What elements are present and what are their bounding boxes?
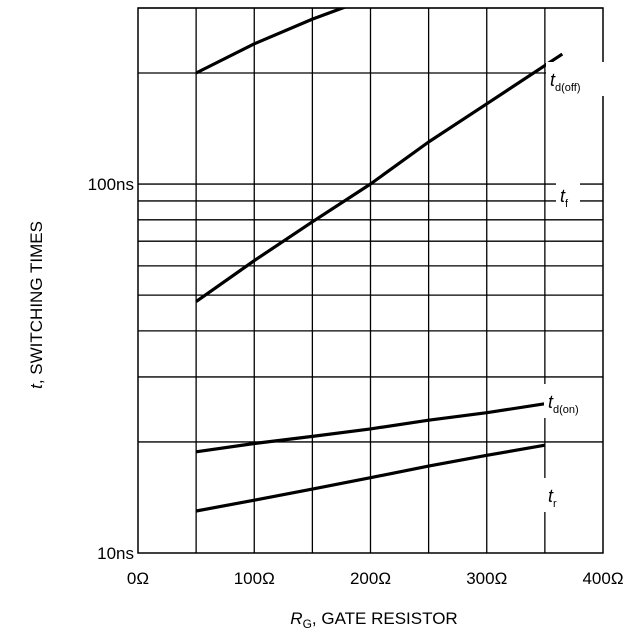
series-label-bg	[544, 384, 600, 418]
series-line-d(on)	[195, 399, 563, 454]
y-tick-label: 100ns	[88, 175, 134, 194]
x-tick-label: 300Ω	[466, 569, 507, 588]
series-layer	[195, 8, 564, 513]
plot-frame	[137, 7, 604, 554]
tick-labels: 0Ω 100Ω 200Ω 300Ω 400Ω 10ns 100ns	[88, 175, 624, 588]
series-label-bg	[556, 178, 580, 212]
y-axis-text: , SWITCHING TIMES	[27, 221, 46, 384]
series-label-bg	[544, 478, 568, 512]
series-label-subscript: r	[553, 498, 557, 510]
series-line-f	[195, 52, 564, 303]
series-label-f: tf	[560, 186, 569, 210]
x-axis-text: , GATE RESISTOR	[312, 609, 458, 628]
series-label-symbol: t	[560, 186, 566, 206]
series-label-r: tr	[548, 486, 557, 510]
x-axis-subscript: G	[303, 617, 312, 631]
x-tick-label: 400Ω	[582, 569, 623, 588]
x-axis-label: RG, GATE RESISTOR	[290, 609, 457, 631]
y-axis-label: t, SWITCHING TIMES	[27, 221, 46, 389]
series-label-bg	[546, 62, 610, 96]
series-label-subscript: d(off)	[555, 82, 580, 94]
x-tick-label: 200Ω	[350, 569, 391, 588]
y-tick-label: 10ns	[97, 544, 134, 563]
series-line-r	[195, 443, 546, 513]
series-line-d(off)	[195, 8, 348, 75]
grid	[138, 7, 603, 553]
x-axis-symbol: R	[290, 609, 302, 628]
series-label-subscript: d(on)	[553, 404, 579, 416]
series-label-d(on): td(on)	[548, 392, 579, 416]
series-label-symbol: t	[548, 392, 554, 412]
series-label-d(off): td(off)	[550, 70, 581, 94]
series-label-symbol: t	[548, 486, 554, 506]
x-tick-label: 100Ω	[234, 569, 275, 588]
series-label-subscript: f	[565, 198, 569, 210]
x-tick-label: 0Ω	[127, 569, 149, 588]
y-axis-symbol: t	[27, 383, 46, 389]
series-label-symbol: t	[550, 70, 556, 90]
